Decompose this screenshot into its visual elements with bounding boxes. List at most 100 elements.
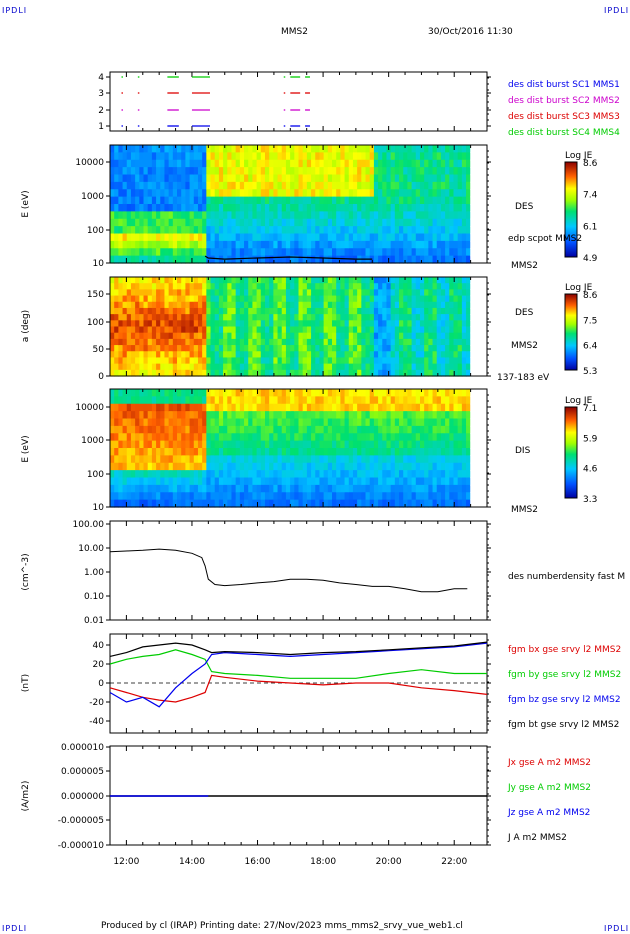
spectrogram-cell [478,345,484,352]
spectrogram-cell [311,295,316,303]
spectrogram-cell [466,240,471,249]
spectrogram-cell [285,389,291,397]
spectrogram-cell [315,396,321,405]
spectrogram-cell [399,332,404,340]
spectrogram-cell [319,240,325,249]
spectrogram-cell [357,204,362,212]
spectrogram-cell [135,204,140,212]
spectrogram-cell [239,425,245,434]
spectrogram-cell [378,499,383,508]
spectrogram-cell [130,440,136,449]
spectrogram-cell [369,248,375,257]
spectrogram-cell [311,189,316,198]
spectrogram-cell [235,425,241,434]
spectrogram-cell [210,226,216,235]
spectrogram-cell [403,389,409,397]
spectrogram-cell [264,314,270,321]
spectrogram-cell [407,181,413,190]
spectrogram-cell [470,196,476,205]
spectrogram-cell [323,320,329,328]
spectrogram-cell [365,189,371,198]
spectrogram-cell [281,357,287,365]
spectrogram-cell [235,167,241,176]
spectrogram-cell [156,477,161,486]
spectrogram-cell [315,320,321,328]
spectrogram-cell [440,440,446,449]
spectrogram-cell [139,411,145,420]
spectrogram-cell [206,283,212,290]
spectrogram-cell [223,396,228,405]
spectrogram-cell [466,283,471,290]
spectrogram-cell [214,338,220,346]
spectrogram-cell [453,233,459,242]
spectrogram-cell [482,181,488,190]
spectrogram-cell [126,277,132,284]
spectrogram-cell [470,389,476,397]
spectrogram-cell [210,389,216,397]
spectrogram-cell [231,411,237,420]
spectrogram-cell [382,307,388,315]
field-component-line [109,641,488,657]
spectrogram-cell [369,499,375,508]
spectrogram-cell [394,448,400,456]
spectrogram-cell [315,204,321,212]
spectrogram-cell [231,301,237,309]
panel-spacecraft-label: MMS2 [511,341,538,351]
spectrogram-cell [294,277,300,284]
spectrogram-cell [357,314,362,321]
spectrogram-cell [382,145,388,153]
spectrogram-cell [302,357,308,365]
spectrogram-cell [453,440,459,449]
spectrogram-cell [327,363,333,371]
spectrogram-cell [298,492,304,501]
spectrogram-cell [407,283,413,290]
spectrogram-cell [298,218,304,227]
spectrogram-cell [298,211,304,220]
spectrogram-cell [244,448,249,456]
spectrogram-cell [332,411,337,420]
spectrogram-cell [373,167,379,176]
spectrogram-cell [126,440,132,449]
spectrogram-cell [390,226,396,235]
spectrogram-cell [277,196,283,205]
spectrogram-cell [244,418,249,427]
spectrogram-cell [311,332,316,340]
spectrogram-cell [403,411,409,420]
spectrogram-cell [218,470,224,479]
spectrogram-cell [290,174,295,183]
x-tick-label: 22:00 [441,857,467,867]
spectrogram-cell [252,152,258,161]
spectrogram-cell [273,440,279,449]
spectrogram-cell [323,174,329,183]
spectrogram-cell [143,499,149,508]
spectrogram-cell [294,226,300,235]
spectrogram-cell [302,240,308,249]
spectrogram-cell [269,174,274,183]
spectrogram-cell [369,189,375,198]
spectrogram-cell [357,440,362,449]
spectrogram-cell [252,181,258,190]
spectrogram-cell [277,357,283,365]
spectrogram-cell [160,492,166,501]
spectrogram-cell [365,248,371,257]
spectrogram-cell [390,332,396,340]
spectrogram-cell [172,477,178,486]
spectrogram-cell [436,240,442,249]
spectrogram-cell [298,314,304,321]
spectrogram-cell [273,345,279,352]
spectrogram-cell [315,211,321,220]
spectrogram-cell [126,307,132,315]
spectrogram-cell [206,240,212,249]
spectrogram-cell [193,196,199,205]
spectrogram-cell [386,248,392,257]
spectrogram-cell [223,240,228,249]
spectrogram-cell [143,425,149,434]
spectrogram-cell [436,440,442,449]
spectrogram-cell [432,389,438,397]
spectrogram-cell [114,396,119,405]
spectrogram-cell [399,314,404,321]
spectrogram-cell [352,357,358,365]
spectrogram-cell [214,226,220,235]
spectrogram-cell [411,396,417,405]
spectrogram-cell [168,357,174,365]
